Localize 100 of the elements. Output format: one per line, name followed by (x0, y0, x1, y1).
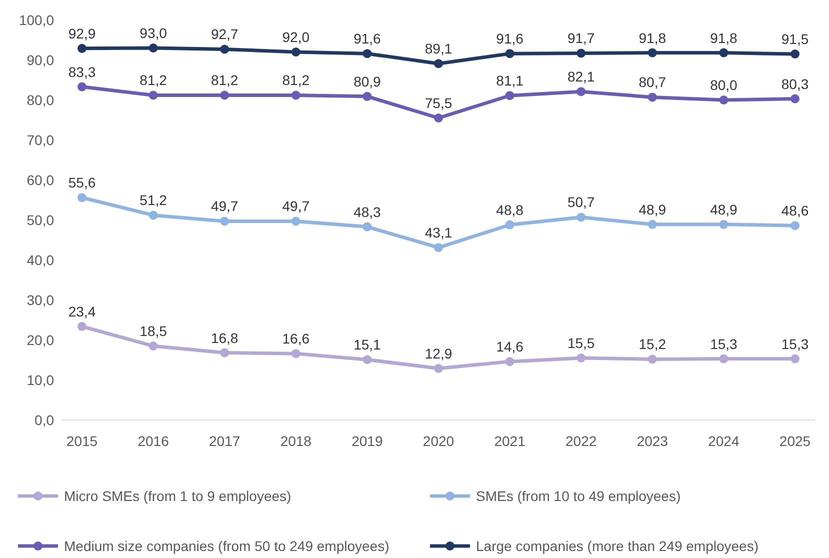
data-label: 48,9 (710, 201, 738, 218)
data-label: 15,1 (354, 336, 382, 353)
point (576, 212, 586, 222)
data-label: 48,6 (781, 202, 809, 219)
point (505, 357, 514, 366)
data-label: 49,7 (210, 198, 238, 214)
data-label: 81,2 (140, 72, 168, 88)
point (362, 49, 372, 58)
point (78, 322, 86, 331)
data-label: 18,5 (140, 323, 168, 339)
data-label: 91,8 (710, 30, 738, 46)
data-label: 80,0 (710, 77, 738, 93)
data-label: 81,2 (210, 72, 238, 88)
point (719, 48, 728, 58)
x-tick-label: 2022 (566, 433, 597, 449)
point (362, 222, 372, 232)
legend-label: Micro SMEs (from 1 to 9 employees) (64, 488, 292, 504)
point (78, 193, 86, 202)
data-label: 15,3 (781, 336, 809, 352)
point (648, 48, 657, 58)
x-tick-label: 2020 (422, 433, 454, 449)
data-label: 51,2 (140, 192, 168, 208)
data-label: 15,2 (638, 336, 666, 352)
data-label: 92,7 (210, 26, 238, 42)
y-tick-label: 0,0 (34, 412, 54, 428)
data-label: 48,8 (496, 202, 524, 218)
point (790, 94, 800, 104)
y-tick-label: 100,0 (18, 12, 54, 28)
point (434, 114, 443, 122)
point (505, 220, 514, 230)
data-label: 55,6 (68, 174, 96, 191)
data-label: 89,1 (424, 40, 452, 57)
data-label: 91,7 (567, 30, 595, 46)
data-label: 12,9 (424, 345, 452, 362)
point (648, 354, 657, 364)
data-label: 91,5 (781, 31, 809, 47)
x-tick-label: 2017 (209, 433, 240, 449)
y-tick-label: 10,0 (26, 372, 54, 388)
point (148, 342, 158, 350)
data-label: 83,3 (68, 64, 96, 80)
data-label: 48,9 (638, 201, 666, 218)
y-tick-label: 60,0 (26, 172, 54, 188)
data-label: 93,0 (140, 25, 168, 41)
data-label: 81,2 (282, 72, 310, 88)
point (291, 90, 300, 100)
point (148, 90, 158, 100)
point (362, 92, 372, 101)
point (220, 348, 230, 358)
point (220, 216, 230, 226)
point (719, 354, 728, 364)
point (719, 220, 728, 229)
legend-label: Large companies (more than 249 employees) (476, 538, 758, 554)
y-tick-label: 30,0 (26, 292, 54, 308)
data-label: 16,8 (210, 330, 238, 346)
y-tick-label: 20,0 (26, 332, 54, 348)
x-tick-label: 2015 (66, 433, 98, 449)
data-label: 91,6 (496, 30, 524, 47)
data-label: 80,9 (354, 73, 382, 90)
data-label: 82,1 (567, 68, 595, 85)
y-tick-label: 90,0 (26, 52, 54, 68)
point (576, 354, 586, 362)
data-label: 80,7 (638, 74, 666, 90)
data-label: 91,6 (354, 30, 382, 47)
point (220, 44, 230, 54)
legend-label: SMEs (from 10 to 49 employees) (476, 488, 681, 504)
point (78, 44, 86, 53)
point (719, 96, 728, 104)
y-tick-label: 50,0 (26, 212, 54, 228)
point (790, 354, 800, 364)
data-label: 48,3 (354, 204, 382, 220)
point (505, 49, 514, 58)
data-label: 75,5 (424, 95, 452, 111)
point (148, 210, 158, 220)
point (505, 91, 514, 100)
point (648, 92, 657, 102)
data-label: 81,1 (496, 72, 524, 89)
data-label: 91,8 (638, 30, 666, 46)
point (434, 59, 443, 68)
point (148, 44, 158, 52)
point (220, 90, 230, 100)
data-label: 92,9 (68, 25, 96, 42)
point (576, 87, 586, 96)
data-label: 15,5 (567, 335, 595, 351)
data-label: 80,3 (781, 76, 809, 92)
point (291, 216, 300, 226)
point (291, 349, 300, 358)
x-tick-label: 2019 (352, 433, 383, 449)
x-tick-label: 2023 (636, 433, 668, 449)
y-tick-label: 80,0 (26, 92, 54, 108)
x-tick-label: 2025 (779, 433, 811, 449)
x-tick-label: 2016 (138, 433, 170, 449)
x-tick-label: 2024 (708, 433, 740, 449)
x-tick-label: 2018 (280, 433, 312, 449)
data-label: 14,6 (496, 338, 524, 355)
data-label: 15,3 (710, 336, 738, 352)
y-tick-label: 40,0 (26, 252, 54, 268)
point (362, 355, 372, 364)
data-label: 23,4 (68, 303, 96, 320)
data-label: 16,6 (282, 330, 310, 347)
y-tick-label: 70,0 (26, 132, 54, 148)
